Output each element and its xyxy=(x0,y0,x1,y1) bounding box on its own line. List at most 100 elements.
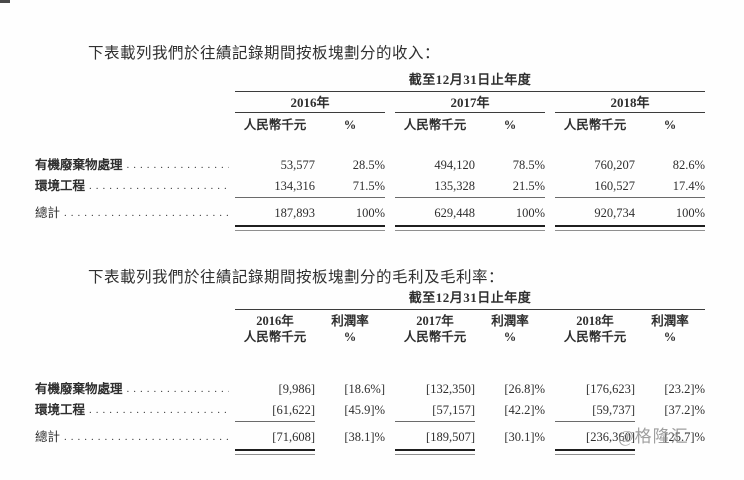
value-cell: [176,623] xyxy=(586,382,635,396)
row-label-text: 總計 xyxy=(35,206,61,220)
dot-leader: ........................................… xyxy=(89,404,229,416)
row-label: 總計 .....................................… xyxy=(35,203,235,231)
period-header: 截至12月31日止年度 xyxy=(235,72,705,92)
double-rule xyxy=(235,449,315,455)
double-rule xyxy=(395,449,475,455)
total-value: [189,507] xyxy=(426,430,475,444)
period-header: 截至12月31日止年度 xyxy=(235,290,705,310)
year-header-2016: 2016年 xyxy=(235,95,385,113)
year-header-2018: 2018年 xyxy=(576,314,614,328)
value-cell: 135,328 xyxy=(395,176,475,198)
total-cell: [30.1]% xyxy=(504,430,545,444)
margin-header: 利潤率 xyxy=(491,314,529,328)
column-gap xyxy=(385,400,395,422)
unit-header: 人民幣千元 xyxy=(563,330,627,344)
column-gap xyxy=(545,313,555,329)
year-header-2017: 2017年 xyxy=(416,314,454,328)
column-gap xyxy=(385,117,395,133)
table-row-environmental-engineering: 環境工程 ...................................… xyxy=(35,176,705,198)
value-cell: 134,316 xyxy=(235,176,315,198)
row-label: 有機廢棄物處理 ................................… xyxy=(35,155,235,176)
double-rule xyxy=(555,225,635,231)
total-value: 187,893 xyxy=(274,206,315,220)
value-cell: 494,120 xyxy=(434,158,475,172)
year-header-2017: 2017年 xyxy=(395,95,545,113)
total-cell: 100% xyxy=(635,203,705,231)
table-row-organic-waste: 有機廢棄物處理 ................................… xyxy=(35,155,705,176)
column-gap xyxy=(545,379,555,400)
row-label-text: 有機廢棄物處理 xyxy=(35,158,123,172)
unit-header-row: 人民幣千元 % 人民幣千元 % 人民幣千元 % xyxy=(235,117,705,133)
total-value: 920,734 xyxy=(594,206,635,220)
gelonghui-watermark: @格隆汇 xyxy=(618,427,689,446)
unit-header: 人民幣千元 xyxy=(403,118,467,132)
value-cell: [42.2]% xyxy=(504,403,545,417)
value-cell: [45.9]% xyxy=(344,403,385,417)
year-header-row: 2016年 2017年 2018年 xyxy=(235,95,705,113)
table-row-environmental-engineering: 環境工程 ...................................… xyxy=(35,400,705,422)
column-gap xyxy=(385,155,395,176)
double-rule xyxy=(475,225,545,231)
total-cell: [71,608] xyxy=(235,427,315,455)
column-gap xyxy=(385,203,395,231)
value-cell: 160,527 xyxy=(555,176,635,198)
column-gap xyxy=(545,176,555,198)
unit-header: 人民幣千元 xyxy=(243,330,307,344)
value-cell: [61,622] xyxy=(235,400,315,422)
unit-header-row: 人民幣千元 % 人民幣千元 % 人民幣千元 % xyxy=(235,329,705,345)
revenue-table: 截至12月31日止年度 2016年 2017年 2018年 人民幣千元 % 人民… xyxy=(35,72,705,231)
dot-leader: ........................................… xyxy=(64,431,229,443)
unit-header: % xyxy=(663,330,677,344)
total-cell: [189,507] xyxy=(395,427,475,455)
unit-header: % xyxy=(663,118,677,132)
double-rule xyxy=(635,225,705,231)
value-cell: [26.8]% xyxy=(504,382,545,396)
total-cell: 187,893 xyxy=(235,203,315,231)
value-cell: 21.5% xyxy=(475,176,545,198)
value-cell: [59,737] xyxy=(555,400,635,422)
unit-header: % xyxy=(503,118,517,132)
row-label: 有機廢棄物處理 ................................… xyxy=(35,379,235,400)
value-cell: 82.6% xyxy=(672,158,705,172)
value-cell: 28.5% xyxy=(352,158,385,172)
margin-header: 利潤率 xyxy=(331,314,369,328)
total-cell: 629,448 xyxy=(395,203,475,231)
intro-paragraph-revenue: 下表載列我們於往績記錄期間按板塊劃分的收入： xyxy=(88,44,441,62)
value-cell: 71.5% xyxy=(315,176,385,198)
unit-header: 人民幣千元 xyxy=(243,118,307,132)
column-gap xyxy=(385,427,395,455)
column-gap xyxy=(545,400,555,422)
value-cell: 760,207 xyxy=(594,158,635,172)
intro-paragraph-gross-profit: 下表載列我們於往績記錄期間按板塊劃分的毛利及毛利率： xyxy=(88,268,505,286)
unit-header: 人民幣千元 xyxy=(403,330,467,344)
total-cell: 100% xyxy=(475,203,545,231)
row-label-text: 總計 xyxy=(35,430,61,444)
double-rule xyxy=(395,225,475,231)
column-gap xyxy=(385,176,395,198)
column-gap xyxy=(545,203,555,231)
total-cell: [38.1]% xyxy=(344,430,385,444)
total-value: 100% xyxy=(675,206,705,220)
dot-leader: ........................................… xyxy=(126,383,229,395)
margin-header: 利潤率 xyxy=(651,314,689,328)
gross-profit-table: 截至12月31日止年度 2016年 利潤率 2017年 利潤率 2018年 利潤… xyxy=(35,290,705,455)
column-gap xyxy=(385,313,395,329)
year-header-2018: 2018年 xyxy=(555,95,705,113)
total-cell: [25.7]% xyxy=(664,430,705,444)
revenue-table-header: 截至12月31日止年度 2016年 2017年 2018年 人民幣千元 % 人民… xyxy=(235,72,705,133)
total-value: 100% xyxy=(515,206,545,220)
dot-leader: ........................................… xyxy=(64,207,229,219)
dot-leader: ........................................… xyxy=(89,180,229,192)
row-label: 總計 .....................................… xyxy=(35,427,235,455)
column-header-row: 2016年 利潤率 2017年 利潤率 2018年 利潤率 xyxy=(235,313,705,329)
year-header-2016: 2016年 xyxy=(256,314,294,328)
revenue-table-body: 有機廢棄物處理 ................................… xyxy=(35,155,705,231)
total-value: [236,360] xyxy=(586,430,635,444)
total-value: 629,448 xyxy=(434,206,475,220)
unit-header: % xyxy=(343,118,357,132)
value-cell: 17.4% xyxy=(635,176,705,198)
row-label: 環境工程 ...................................… xyxy=(35,400,235,422)
row-label: 環境工程 ...................................… xyxy=(35,176,235,198)
column-gap xyxy=(545,117,555,133)
